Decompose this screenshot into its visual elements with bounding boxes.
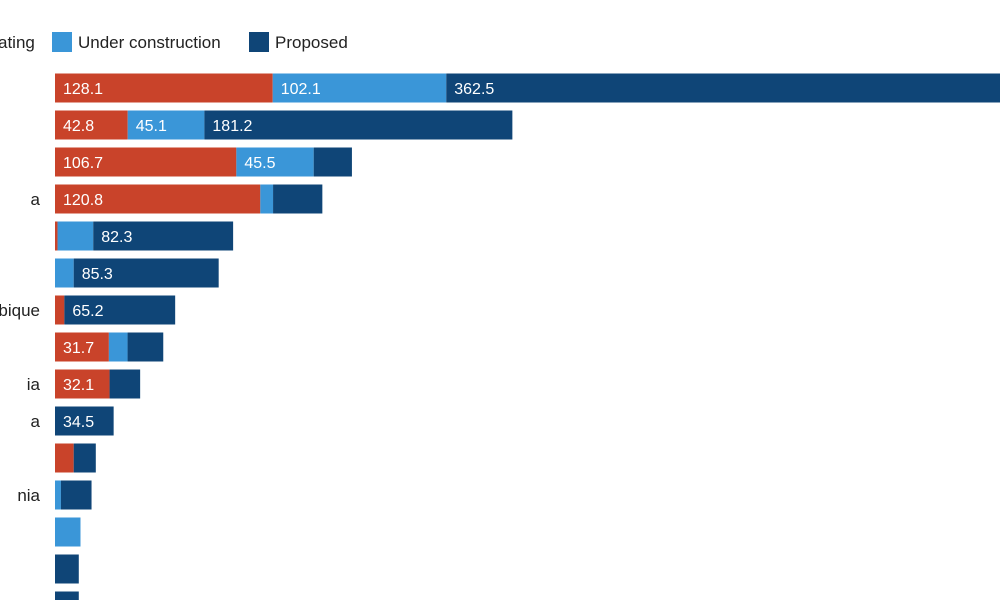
bar-segment-row0-series1 (272, 73, 447, 103)
bars (55, 73, 1000, 600)
bar-segment-row4-series0 (55, 221, 58, 251)
bar-value-label-row3-series0: 120.8 (63, 192, 103, 209)
bar-segment-row12-series1 (55, 517, 81, 547)
bar-segment-row8-series2 (109, 369, 141, 399)
bar-segment-row3-series1 (260, 184, 274, 214)
bar-value-label-row0-series0: 128.1 (63, 81, 103, 98)
bar-value-label-row6-series2: 65.2 (72, 303, 103, 320)
bar-segment-row3-series0 (55, 184, 261, 214)
bar-value-label-row4-series2: 82.3 (101, 229, 132, 246)
bar-value-label-row0-series2: 362.5 (454, 81, 494, 98)
bar-segment-row1-series0 (55, 110, 128, 140)
bar-segment-row13-series2 (55, 554, 79, 584)
bar-value-label-row1-series0: 42.8 (63, 118, 94, 135)
legend-label-2: Proposed (275, 33, 348, 52)
legend-swatch-proposed (249, 32, 269, 52)
bar-segment-row1-series2 (204, 110, 513, 140)
bar-value-label-row1-series1: 45.1 (136, 118, 167, 135)
legend: ating Under construction Proposed (0, 32, 348, 52)
bar-segment-row6-series2 (64, 295, 176, 325)
bar-segment-row2-series1 (236, 147, 314, 177)
bar-labels: 128.1 102.1 362.5 42.8 45.1 181.2 106.7 45.5 120… (63, 81, 494, 431)
category-label-6: bique (0, 301, 40, 320)
bar-segment-row0-series0 (55, 73, 273, 103)
bar-value-label-row0-series1: 102.1 (281, 81, 321, 98)
bar-value-label-row7-series0: 31.7 (63, 340, 94, 357)
bar-segment-row11-series2 (60, 480, 92, 510)
bar-segment-row2-series0 (55, 147, 237, 177)
bar-segment-row7-series0 (55, 332, 109, 362)
bar-segment-row7-series2 (127, 332, 164, 362)
bar-segment-row7-series1 (108, 332, 128, 362)
bar-segment-row5-series1 (55, 258, 74, 288)
bar-segment-row5-series2 (73, 258, 219, 288)
bar-segment-row3-series2 (273, 184, 323, 214)
bar-value-label-row2-series1: 45.5 (244, 155, 275, 172)
bar-value-label-row9-series2: 34.5 (63, 414, 94, 431)
bar-segment-row9-series2 (55, 406, 114, 436)
bar-value-label-row2-series0: 106.7 (63, 155, 103, 172)
bar-segment-row0-series2 (446, 73, 1000, 103)
bar-segment-row1-series1 (127, 110, 205, 140)
bar-segment-row2-series2 (313, 147, 352, 177)
legend-swatch-under-construction (52, 32, 72, 52)
bar-segment-row8-series0 (55, 369, 110, 399)
category-label-3: a (31, 190, 41, 209)
bar-segment-row6-series0 (55, 295, 65, 325)
bar-segment-row14-series2 (55, 591, 79, 600)
bar-segment-row10-series0 (55, 443, 74, 473)
category-label-11: nia (17, 486, 40, 505)
bar-segment-row10-series2 (73, 443, 96, 473)
bar-segment-row4-series1 (57, 221, 94, 251)
legend-label-0: ating (0, 33, 35, 52)
legend-label-1: Under construction (78, 33, 221, 52)
bar-value-label-row5-series2: 85.3 (82, 266, 113, 283)
category-labels: a bique ia a nia (0, 190, 41, 505)
bar-value-label-row8-series0: 32.1 (63, 377, 94, 394)
category-label-9: a (31, 412, 41, 431)
category-label-8: ia (27, 375, 41, 394)
bar-segment-row4-series2 (93, 221, 234, 251)
bar-value-label-row1-series2: 181.2 (212, 118, 252, 135)
bar-segment-row11-series1 (55, 480, 61, 510)
